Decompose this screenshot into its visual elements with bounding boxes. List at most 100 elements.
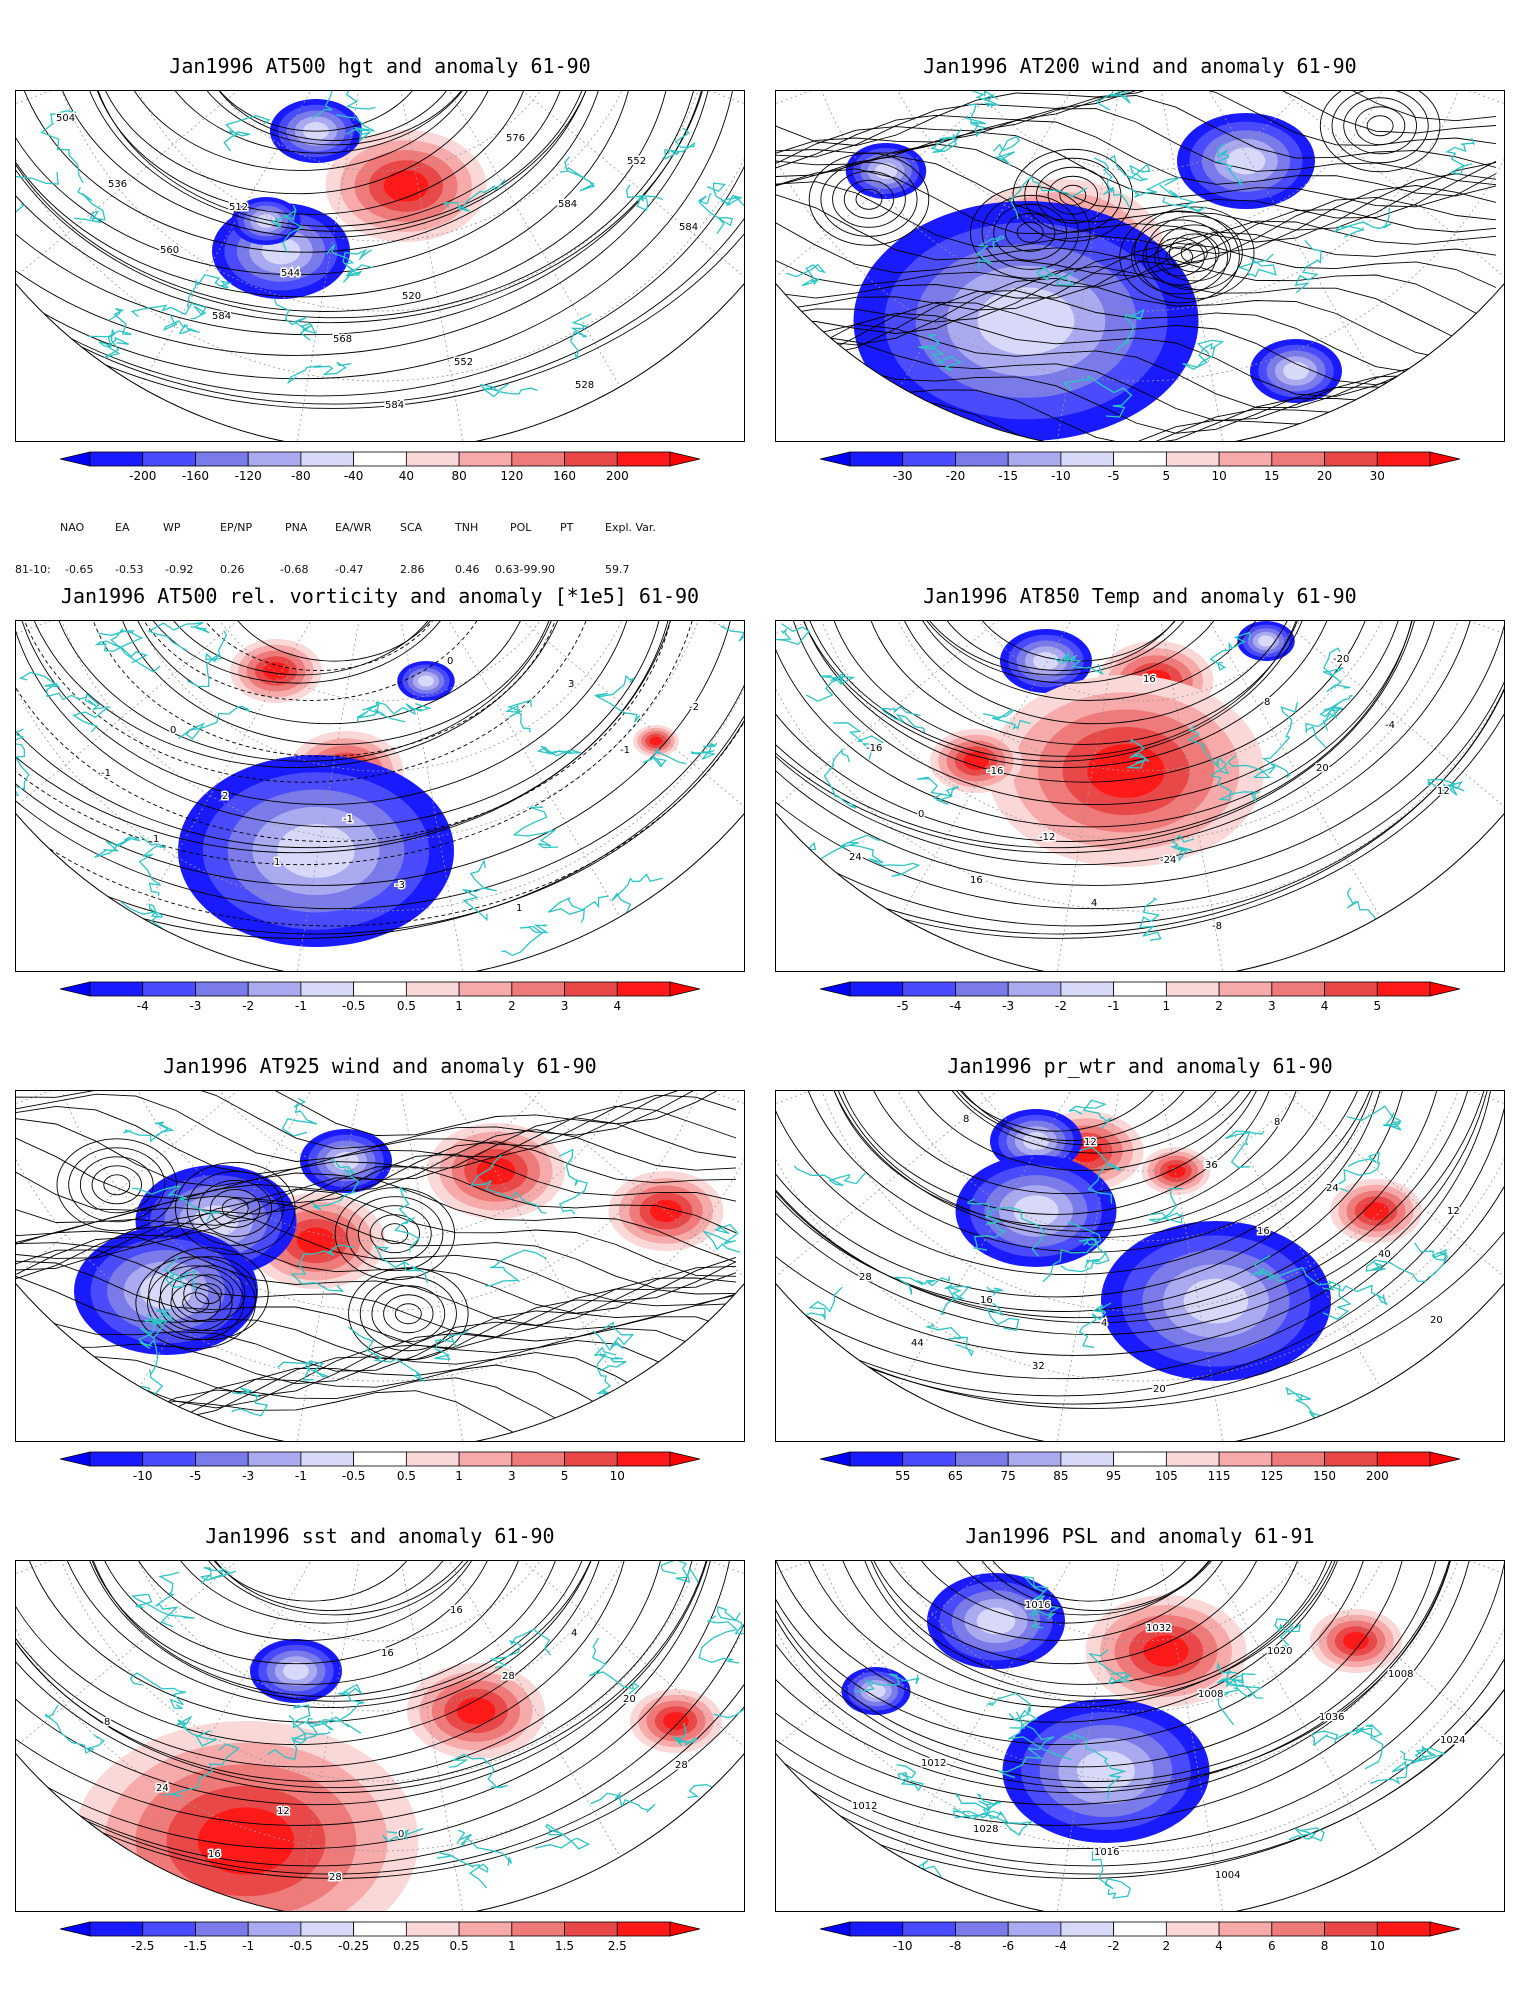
colorbar-label: 1 [455, 999, 463, 1013]
coastline [1187, 725, 1228, 771]
colorbar-segment [458, 1451, 513, 1467]
colorbar-arrow-right [669, 1451, 700, 1467]
colorbar-label: 160 [553, 469, 576, 483]
panel-title: Jan1996 AT925 wind and anomaly 61-90 [163, 1054, 597, 1078]
contour-label: -20 [1333, 654, 1349, 665]
contour-label: 1012 [921, 1758, 946, 1769]
coastline [266, 1704, 311, 1761]
coastline [199, 1566, 236, 1584]
panel-title: Jan1996 pr_wtr and anomaly 61-90 [947, 1054, 1333, 1078]
anomaly-shade [963, 752, 989, 770]
anomaly-shade [1143, 1635, 1189, 1667]
colorbar-arrow-right [1429, 1451, 1460, 1467]
coastline [985, 1286, 1020, 1332]
coastline [448, 1753, 508, 1789]
coastline [590, 1791, 656, 1813]
anomaly-shade [263, 662, 289, 680]
stats-value: 2.86 [400, 563, 425, 576]
colorbar-label: 5 [561, 1469, 569, 1483]
coastline [952, 1807, 1034, 1836]
panel-title: Jan1996 AT850 Temp and anomaly 61-90 [923, 584, 1357, 608]
contour-label: 1024 [1440, 1735, 1465, 1746]
colorbar-label: -5 [897, 999, 909, 1013]
colorbar-segment [849, 1921, 904, 1937]
coastline [1182, 339, 1225, 370]
contour-label: -16 [866, 743, 882, 754]
colorbar-label: 6 [1268, 1939, 1276, 1953]
colorbar-segment [1060, 1451, 1115, 1467]
coastline [698, 1615, 740, 1664]
colorbar-segment [511, 451, 565, 467]
contour-label: 560 [160, 245, 179, 256]
coastline [44, 1704, 105, 1754]
contour-label: 1012 [852, 1801, 877, 1812]
coastline [697, 192, 733, 235]
colorbar-label: -2 [242, 999, 254, 1013]
colorbar-segment [1060, 451, 1115, 467]
contour-label: 8 [1274, 1117, 1280, 1128]
coastline [162, 314, 200, 334]
colorbar-segment [89, 451, 144, 467]
coastline [1009, 175, 1088, 220]
coastline [896, 1763, 924, 1792]
colorbar-segment [1271, 1451, 1325, 1467]
contour-label: 584 [212, 311, 231, 322]
coastline [916, 776, 959, 806]
coastline [1042, 1220, 1102, 1283]
colorbar: 55 65 75 85 95 105 115 125 150 200 [820, 1451, 1460, 1483]
coastline [147, 621, 210, 652]
anomaly-shade [476, 1157, 516, 1185]
anomaly-shade [874, 163, 898, 179]
coastline [1079, 1146, 1121, 1204]
colorbar-segment [195, 1921, 249, 1937]
coastline [277, 1360, 330, 1381]
colorbar-label: -5 [1108, 469, 1120, 483]
colorbar-label: 75 [1001, 1469, 1016, 1483]
coastline [72, 692, 111, 733]
stats-header-cell: WP [163, 521, 181, 534]
coastline [716, 1606, 744, 1635]
coastline [691, 1868, 744, 1911]
colorbar: -4 -3 -2 -1 -0.5 0.5 1 2 3 4 [60, 981, 700, 1013]
colorbar-segment [405, 1921, 460, 1937]
coastline [720, 621, 744, 645]
coastline [1370, 1749, 1437, 1785]
coastline [270, 204, 304, 254]
map-frame [775, 90, 1505, 442]
anomaly-shade [283, 1662, 309, 1680]
coastline [504, 699, 532, 733]
contour-label: 20 [1316, 763, 1329, 774]
coastline [374, 1246, 428, 1284]
colorbar-label: 2.5 [608, 1939, 627, 1953]
coastline [326, 243, 372, 265]
colorbar-segment [89, 981, 144, 997]
contour-label: 1 [274, 857, 280, 868]
coastline [40, 110, 84, 184]
coastline [776, 329, 816, 346]
contour-label: 0 [170, 725, 176, 736]
panel-title: Jan1996 AT500 rel. vorticity and anomaly… [60, 584, 700, 608]
coastline [1078, 1237, 1107, 1255]
colorbar-segment [1324, 451, 1378, 467]
colorbar-segment [458, 451, 513, 467]
anomaly-shade [197, 1807, 295, 1875]
colorbar-arrow-left [60, 1451, 91, 1467]
coastline [970, 91, 999, 108]
colorbar-label: -0.25 [338, 1939, 369, 1953]
coastline [983, 708, 1031, 730]
map-frame: 1004 1008 1012 1016 1020 1024 1028 1032 1036 1012… [775, 1560, 1505, 1912]
colorbar-label: -5 [189, 1469, 201, 1483]
coastline [1062, 1733, 1127, 1800]
coastline [1323, 1284, 1388, 1306]
colorbar-label: 3 [508, 1469, 516, 1483]
coastline [793, 1165, 866, 1187]
contour-label: 576 [506, 133, 525, 144]
coastline [1459, 902, 1500, 921]
coastline [342, 264, 374, 283]
coastline [1139, 897, 1162, 941]
coastline [1113, 308, 1145, 354]
stats-value: -0.68 [280, 563, 309, 576]
coastline [593, 674, 641, 723]
colorbar-label: 5 [1163, 469, 1171, 483]
colorbar-label: 40 [399, 469, 414, 483]
